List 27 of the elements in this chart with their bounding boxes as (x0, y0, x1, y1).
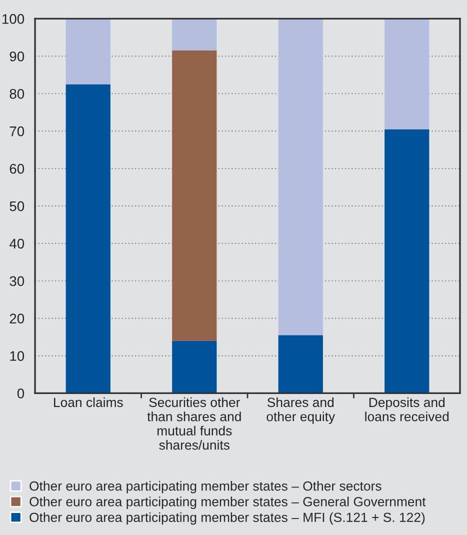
y-tick-label: 40 (9, 238, 24, 249)
y-tick-label: 90 (10, 52, 24, 62)
y-tick-label: 30 (10, 276, 24, 286)
bar (66, 84, 110, 394)
y-tick-label: 10 (10, 351, 24, 361)
x-tick-label: Securities other than shares and mutual funds shares/units (147, 397, 241, 450)
y-tick-label: 0 (17, 388, 24, 398)
x-tick-label: Deposits and loans received (365, 397, 449, 422)
legend-label: Other euro area participating member states – General Government (30, 496, 426, 509)
bar (172, 50, 217, 341)
y-tick-label: 100 (2, 14, 24, 24)
legend-label: Other euro area participating member states – Other sectors (30, 481, 382, 494)
y-tick-label: 70 (10, 126, 24, 136)
bar (66, 18, 110, 84)
bar (172, 18, 217, 51)
y-tick-label: 60 (10, 164, 24, 174)
bar (172, 340, 217, 394)
bar (278, 335, 323, 394)
y-tick-label: 20 (10, 314, 24, 324)
x-tick-label: Loan claims (54, 397, 123, 408)
y-tick-label: 80 (10, 88, 24, 99)
bar (384, 129, 430, 394)
legend-label: Other euro area participating member states – MFI (S.121 + S. 122) (30, 512, 425, 525)
x-tick-label: Shares and other equity (266, 397, 336, 424)
bar (384, 18, 430, 130)
bar (278, 18, 323, 336)
y-tick-label: 50 (10, 201, 24, 212)
